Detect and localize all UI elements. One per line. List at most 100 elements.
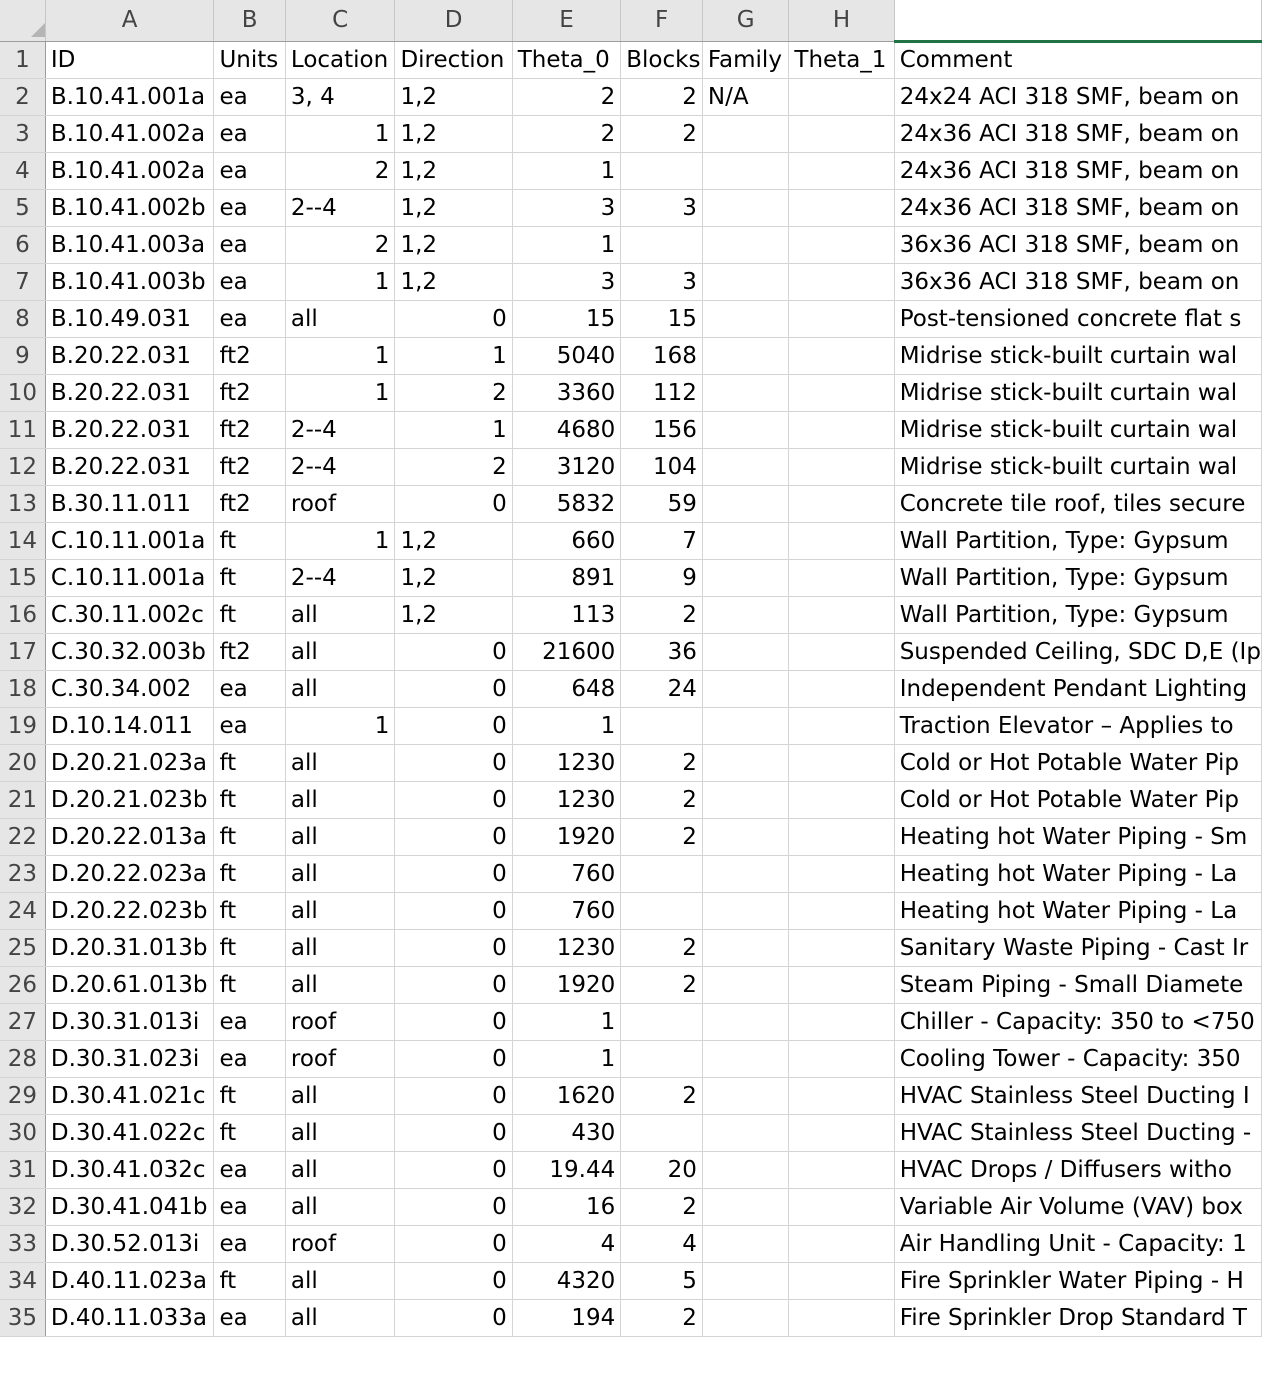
table-cell[interactable]: Concrete tile roof, tiles secure [894, 485, 1262, 523]
table-cell[interactable] [788, 929, 895, 967]
table-cell[interactable]: ft [213, 929, 286, 967]
table-cell[interactable] [702, 1077, 790, 1115]
table-cell[interactable]: C.10.11.001a [45, 559, 215, 597]
table-cell[interactable]: D.20.22.023a [45, 855, 215, 893]
table-cell[interactable]: Wall Partition, Type: Gypsum [894, 559, 1262, 597]
table-cell[interactable] [702, 1003, 790, 1041]
row-header[interactable]: 13 [0, 485, 46, 523]
table-cell[interactable]: C.10.11.001a [45, 522, 215, 560]
row-header[interactable]: 30 [0, 1114, 46, 1152]
table-cell[interactable] [702, 226, 790, 264]
table-cell[interactable]: ft2 [213, 485, 286, 523]
table-cell[interactable]: ft2 [213, 411, 286, 449]
table-cell[interactable] [788, 337, 895, 375]
table-cell[interactable]: Chiller - Capacity: 350 to <750 [894, 1003, 1262, 1041]
table-cell[interactable]: D.40.11.033a [45, 1299, 215, 1337]
table-cell[interactable]: ea [213, 78, 286, 116]
row-header[interactable]: 14 [0, 522, 46, 560]
table-cell[interactable] [788, 1225, 895, 1263]
table-cell[interactable]: 2 [394, 448, 513, 486]
table-cell[interactable] [788, 1114, 895, 1152]
table-cell[interactable]: B.10.41.003a [45, 226, 215, 264]
table-cell[interactable]: 113 [512, 596, 622, 634]
row-header[interactable]: 9 [0, 337, 46, 375]
table-cell[interactable]: Heating hot Water Piping - Sm [894, 818, 1262, 856]
table-cell[interactable]: 5832 [512, 485, 622, 523]
table-cell[interactable]: Air Handling Unit - Capacity: 1 [894, 1225, 1262, 1263]
table-cell[interactable]: Heating hot Water Piping - La [894, 892, 1262, 930]
table-cell[interactable] [702, 1040, 790, 1078]
table-cell[interactable]: ea [213, 300, 286, 338]
table-cell[interactable]: Heating hot Water Piping - La [894, 855, 1262, 893]
row-header[interactable]: 12 [0, 448, 46, 486]
table-cell[interactable] [702, 818, 790, 856]
table-cell[interactable] [702, 522, 790, 560]
table-cell[interactable]: 2 [620, 966, 703, 1004]
table-cell[interactable]: 15 [512, 300, 622, 338]
table-cell[interactable]: B.20.22.031 [45, 337, 215, 375]
row-header[interactable]: 31 [0, 1151, 46, 1189]
row-header[interactable]: 21 [0, 781, 46, 819]
table-cell[interactable]: 36x36 ACI 318 SMF, beam on [894, 263, 1262, 301]
table-cell[interactable] [788, 411, 895, 449]
table-cell[interactable]: 1 [512, 226, 622, 264]
table-cell[interactable] [702, 115, 790, 153]
table-cell[interactable] [788, 1299, 895, 1337]
table-cell[interactable]: 1 [285, 374, 396, 412]
table-cell[interactable]: 2--4 [285, 411, 396, 449]
table-cell[interactable] [788, 78, 895, 116]
table-cell[interactable] [788, 818, 895, 856]
table-cell[interactable]: 1,2 [394, 596, 513, 634]
header-cell[interactable]: Family [702, 41, 790, 79]
table-cell[interactable]: ea [213, 1151, 286, 1189]
table-cell[interactable] [788, 1077, 895, 1115]
table-cell[interactable]: 1 [512, 152, 622, 190]
table-cell[interactable]: D.30.52.013i [45, 1225, 215, 1263]
table-cell[interactable]: Sanitary Waste Piping - Cast Ir [894, 929, 1262, 967]
table-cell[interactable]: roof [285, 1040, 396, 1078]
table-cell[interactable]: 2 [620, 596, 703, 634]
table-cell[interactable] [702, 1114, 790, 1152]
table-cell[interactable]: 59 [620, 485, 703, 523]
table-cell[interactable]: D.20.31.013b [45, 929, 215, 967]
row-header[interactable]: 16 [0, 596, 46, 634]
table-cell[interactable]: 15 [620, 300, 703, 338]
table-cell[interactable] [702, 337, 790, 375]
table-cell[interactable]: ft [213, 522, 286, 560]
table-cell[interactable]: 2 [512, 78, 622, 116]
table-cell[interactable] [788, 1151, 895, 1189]
table-cell[interactable]: Independent Pendant Lighting [894, 670, 1262, 708]
table-cell[interactable] [702, 929, 790, 967]
table-cell[interactable] [788, 300, 895, 338]
select-all-icon[interactable] [31, 23, 45, 37]
table-cell[interactable]: 1 [512, 1040, 622, 1078]
table-cell[interactable]: 2 [285, 152, 396, 190]
table-cell[interactable]: Post-tensioned concrete flat s [894, 300, 1262, 338]
table-cell[interactable]: N/A [702, 78, 790, 116]
row-header[interactable]: 15 [0, 559, 46, 597]
table-cell[interactable]: 0 [394, 1114, 513, 1152]
table-cell[interactable]: B.20.22.031 [45, 411, 215, 449]
row-header[interactable]: 4 [0, 152, 46, 190]
table-cell[interactable] [788, 374, 895, 412]
column-header-a[interactable]: A [45, 0, 215, 42]
header-cell[interactable]: Units [213, 41, 286, 79]
table-cell[interactable]: 2 [620, 78, 703, 116]
table-cell[interactable]: 3, 4 [285, 78, 396, 116]
table-cell[interactable]: B.10.41.002a [45, 115, 215, 153]
row-header[interactable]: 34 [0, 1262, 46, 1300]
row-header[interactable]: 22 [0, 818, 46, 856]
table-cell[interactable]: 24x36 ACI 318 SMF, beam on [894, 115, 1262, 153]
table-cell[interactable] [702, 300, 790, 338]
table-cell[interactable]: D.30.41.021c [45, 1077, 215, 1115]
table-cell[interactable] [702, 1188, 790, 1226]
table-cell[interactable]: 1230 [512, 744, 622, 782]
table-cell[interactable]: 2 [620, 1299, 703, 1337]
table-cell[interactable]: 168 [620, 337, 703, 375]
table-cell[interactable]: Cold or Hot Potable Water Pip [894, 744, 1262, 782]
table-cell[interactable]: 0 [394, 300, 513, 338]
table-cell[interactable] [702, 485, 790, 523]
table-cell[interactable]: 1,2 [394, 78, 513, 116]
table-cell[interactable]: ft [213, 1114, 286, 1152]
row-header[interactable]: 18 [0, 670, 46, 708]
